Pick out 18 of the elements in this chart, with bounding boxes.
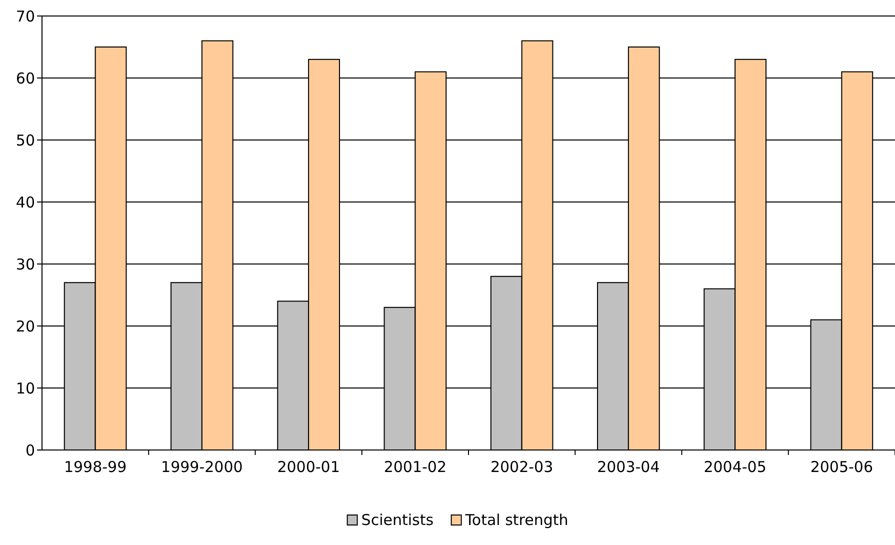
y-tick-label: 0 <box>25 441 35 460</box>
x-tick-label: 2002-03 <box>490 458 554 476</box>
x-tick-label: 1999-2000 <box>161 458 243 476</box>
x-tick-label: 2004-05 <box>704 458 766 476</box>
y-tick-label: 20 <box>16 317 35 336</box>
y-tick-label: 60 <box>16 69 35 88</box>
y-tick-label: 10 <box>16 379 35 398</box>
x-tick-label: 2003-04 <box>597 458 660 476</box>
x-tick-label: 2001-02 <box>384 458 447 476</box>
legend-label: Scientists <box>361 511 434 529</box>
legend-label: Total strength <box>464 511 568 529</box>
y-tick-label: 40 <box>16 193 35 212</box>
x-tick-label: 2005-06 <box>810 458 874 476</box>
y-tick-label: 30 <box>16 255 35 274</box>
x-tick-label: 1998-99 <box>64 458 127 476</box>
y-tick-label: 50 <box>16 131 35 150</box>
y-tick-label: 70 <box>16 7 35 26</box>
x-tick-label: 2000-01 <box>277 458 340 476</box>
